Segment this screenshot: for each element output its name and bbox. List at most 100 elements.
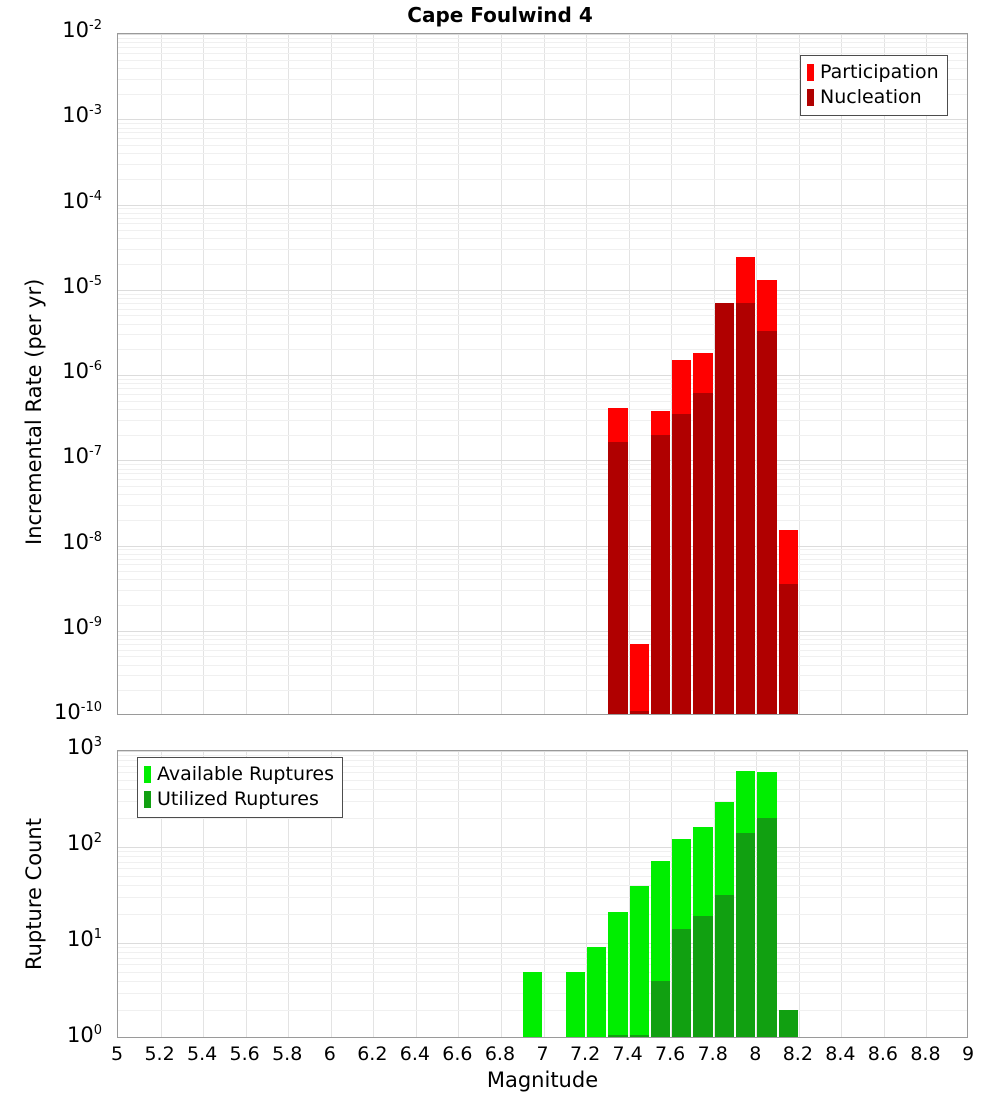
bars-rupture-count	[118, 751, 967, 1037]
y-axis-tick-label: 101	[66, 927, 102, 951]
gridline-horizontal-minor	[118, 690, 967, 691]
gridline-vertical	[714, 34, 715, 714]
x-axis-tick-label: 8.6	[867, 1043, 898, 1065]
legend-label-available-ruptures: Available Ruptures	[157, 763, 334, 785]
x-axis-tick-label: 8.2	[782, 1043, 813, 1065]
bar-utilized-ruptures	[757, 818, 777, 1037]
gridline-horizontal-minor	[118, 53, 967, 54]
legend-item-available-ruptures[interactable]: Available Ruptures	[144, 762, 334, 787]
bar-utilized-ruptures	[650, 981, 671, 1037]
gridline-vertical	[373, 34, 374, 714]
gridline-horizontal-minor	[118, 993, 967, 994]
gridline-horizontal-minor	[118, 409, 967, 410]
gridline-vertical	[841, 751, 842, 1037]
gridline-horizontal-minor	[118, 650, 967, 651]
gridline-horizontal-minor	[118, 132, 967, 133]
y-axis-tick-label: 10-8	[62, 529, 102, 554]
gridline-horizontal-minor	[118, 94, 967, 95]
gridline-horizontal-minor	[118, 851, 967, 852]
x-axis-tick-label: 5.6	[229, 1043, 260, 1065]
legend-item-nucleation[interactable]: Nucleation	[807, 85, 939, 110]
gridline-vertical	[926, 34, 927, 714]
gridline-horizontal-major	[118, 119, 967, 120]
gridline-horizontal-minor	[118, 473, 967, 474]
gridline-vertical	[331, 34, 332, 714]
gridline-horizontal-minor	[118, 564, 967, 565]
gridline-horizontal-minor	[118, 349, 967, 350]
gridline-horizontal-major	[118, 751, 967, 752]
gridline-horizontal-major	[118, 375, 967, 376]
gridline-horizontal-minor	[118, 435, 967, 436]
gridline-horizontal-minor	[118, 981, 967, 982]
gridline-horizontal-minor	[118, 60, 967, 61]
legend-rupture-count: Available Ruptures Utilized Ruptures	[137, 757, 343, 818]
gridline-horizontal-minor	[118, 238, 967, 239]
x-axis-tick-label: 6.4	[399, 1043, 430, 1065]
legend-label-utilized-ruptures: Utilized Ruptures	[157, 788, 319, 810]
y-axis-title-top: Incremental Rate (per yr)	[22, 278, 46, 545]
gridline-horizontal-minor	[118, 789, 967, 790]
bar-available-ruptures	[565, 971, 586, 1037]
bar-nucleation	[629, 710, 649, 714]
available-ruptures-swatch-icon	[144, 766, 151, 783]
gridline-horizontal-minor	[118, 249, 967, 250]
gridline-vertical	[246, 751, 247, 1037]
gridline-horizontal-minor	[118, 379, 967, 380]
bar-utilized-ruptures	[714, 894, 734, 1037]
legend-item-participation[interactable]: Participation	[807, 60, 939, 85]
bar-participation	[629, 643, 649, 714]
y-axis-tick-label: 10-7	[62, 444, 102, 469]
gridline-horizontal-minor	[118, 128, 967, 129]
grid-top	[118, 34, 967, 714]
x-axis-tick-label: 7.2	[569, 1043, 601, 1065]
gridline-horizontal-minor	[118, 801, 967, 802]
y-axis-tick-label: 10-3	[62, 103, 102, 128]
gridline-horizontal-minor	[118, 972, 967, 973]
gridline-vertical	[884, 34, 885, 714]
gridline-horizontal-minor	[118, 947, 967, 948]
gridline-horizontal-minor	[118, 1010, 967, 1011]
gridline-horizontal-major	[118, 460, 967, 461]
gridline-vertical	[756, 751, 757, 1037]
gridline-horizontal-minor	[118, 208, 967, 209]
gridline-horizontal-minor	[118, 486, 967, 487]
gridline-vertical	[884, 751, 885, 1037]
utilized-ruptures-swatch-icon	[144, 791, 151, 808]
legend-item-utilized-ruptures[interactable]: Utilized Ruptures	[144, 787, 334, 812]
gridline-horizontal-minor	[118, 218, 967, 219]
gridline-vertical	[544, 34, 545, 714]
gridline-horizontal-minor	[118, 579, 967, 580]
gridline-horizontal-minor	[118, 549, 967, 550]
gridline-vertical	[799, 751, 800, 1037]
gridline-horizontal-minor	[118, 79, 967, 80]
gridline-horizontal-minor	[118, 383, 967, 384]
x-axis-tick-label: 5.4	[186, 1043, 218, 1065]
gridline-horizontal-minor	[118, 294, 967, 295]
x-axis-tick-label: 7.6	[655, 1043, 686, 1065]
y-axis-tick-label: 10-4	[62, 188, 102, 213]
nucleation-swatch-icon	[807, 89, 814, 106]
participation-swatch-icon	[807, 64, 814, 81]
gridline-horizontal-minor	[118, 818, 967, 819]
bar-utilized-ruptures	[778, 1010, 798, 1037]
gridline-horizontal-major	[118, 205, 967, 206]
gridline-horizontal-minor	[118, 145, 967, 146]
gridline-horizontal-minor	[118, 505, 967, 506]
y-axis-tick-label: 10-6	[62, 359, 102, 383]
bar-utilized-ruptures	[672, 928, 692, 1037]
gridline-horizontal-minor	[118, 897, 967, 898]
gridline-horizontal-minor	[118, 315, 967, 316]
gridline-horizontal-minor	[118, 639, 967, 640]
bar-utilized-ruptures	[735, 832, 756, 1037]
x-axis-tick-label: 8	[749, 1043, 762, 1065]
gridline-vertical	[458, 751, 459, 1037]
y-axis-ticks-top: 10-2 10-3 10-4 10-5 10-6 10-7 10-8 10-9 10-10	[0, 19, 110, 723]
gridline-vertical	[458, 34, 459, 714]
gridline-horizontal-minor	[118, 138, 967, 139]
gridline-horizontal-minor	[118, 164, 967, 165]
gridline-vertical	[203, 34, 204, 714]
gridline-horizontal-minor	[118, 958, 967, 959]
gridline-horizontal-major	[118, 34, 967, 35]
gridline-horizontal-minor	[118, 559, 967, 560]
gridline-horizontal-minor	[118, 605, 967, 606]
